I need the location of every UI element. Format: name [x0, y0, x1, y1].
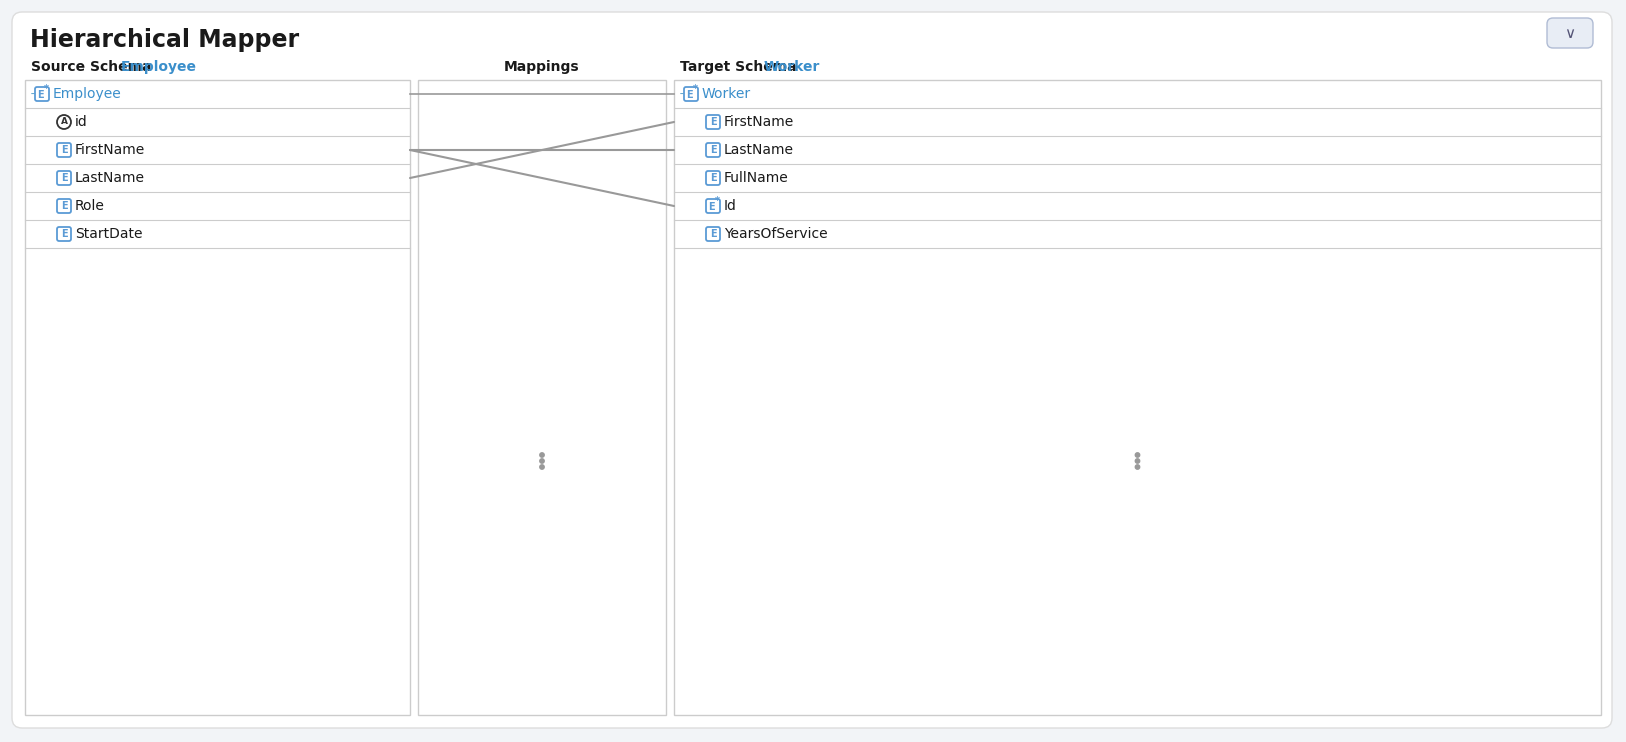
Text: *: * — [693, 84, 698, 94]
Text: LastName: LastName — [724, 143, 793, 157]
Text: −: − — [680, 88, 689, 100]
FancyBboxPatch shape — [1546, 18, 1593, 48]
Text: E: E — [709, 229, 717, 239]
Circle shape — [1135, 459, 1140, 463]
Circle shape — [1135, 453, 1140, 457]
Text: Mappings: Mappings — [504, 60, 580, 74]
Text: FullName: FullName — [724, 171, 789, 185]
Text: Worker: Worker — [764, 60, 821, 74]
FancyBboxPatch shape — [57, 143, 72, 157]
Text: YearsOfService: YearsOfService — [724, 227, 828, 241]
Text: E: E — [60, 173, 67, 183]
Text: Hierarchical Mapper: Hierarchical Mapper — [29, 28, 299, 52]
Text: FirstName: FirstName — [75, 143, 145, 157]
FancyBboxPatch shape — [706, 199, 720, 213]
Text: *: * — [714, 196, 719, 206]
Text: E: E — [60, 145, 67, 155]
Text: Target Schema: Target Schema — [680, 60, 797, 74]
Circle shape — [540, 453, 545, 457]
FancyBboxPatch shape — [706, 143, 720, 157]
Text: ∨: ∨ — [1564, 27, 1576, 42]
Text: Employee: Employee — [120, 60, 197, 74]
FancyBboxPatch shape — [57, 227, 72, 241]
Text: E: E — [37, 90, 44, 100]
Text: E: E — [60, 229, 67, 239]
Text: Id: Id — [724, 199, 737, 213]
Text: Employee: Employee — [54, 87, 122, 101]
FancyBboxPatch shape — [11, 12, 1611, 728]
Text: LastName: LastName — [75, 171, 145, 185]
FancyBboxPatch shape — [57, 171, 72, 185]
Text: E: E — [709, 173, 717, 183]
Circle shape — [57, 115, 72, 129]
Text: StartDate: StartDate — [75, 227, 143, 241]
Text: E: E — [60, 201, 67, 211]
Text: A: A — [60, 117, 68, 126]
FancyBboxPatch shape — [706, 171, 720, 185]
Text: Worker: Worker — [702, 87, 751, 101]
Bar — [675, 80, 1602, 715]
Text: −: − — [29, 88, 41, 100]
Text: E: E — [707, 202, 714, 212]
FancyBboxPatch shape — [706, 115, 720, 129]
Text: Role: Role — [75, 199, 104, 213]
Circle shape — [540, 459, 545, 463]
FancyBboxPatch shape — [36, 87, 49, 101]
Circle shape — [1135, 464, 1140, 469]
FancyBboxPatch shape — [706, 227, 720, 241]
Bar — [24, 80, 410, 715]
Text: *: * — [44, 84, 49, 94]
Text: FirstName: FirstName — [724, 115, 793, 129]
FancyBboxPatch shape — [57, 199, 72, 213]
Text: E: E — [709, 117, 717, 127]
Text: id: id — [75, 115, 88, 129]
Circle shape — [540, 464, 545, 469]
Text: E: E — [709, 145, 717, 155]
Bar — [418, 80, 667, 715]
FancyBboxPatch shape — [685, 87, 698, 101]
Text: E: E — [686, 90, 693, 100]
Text: Source Schema: Source Schema — [31, 60, 151, 74]
